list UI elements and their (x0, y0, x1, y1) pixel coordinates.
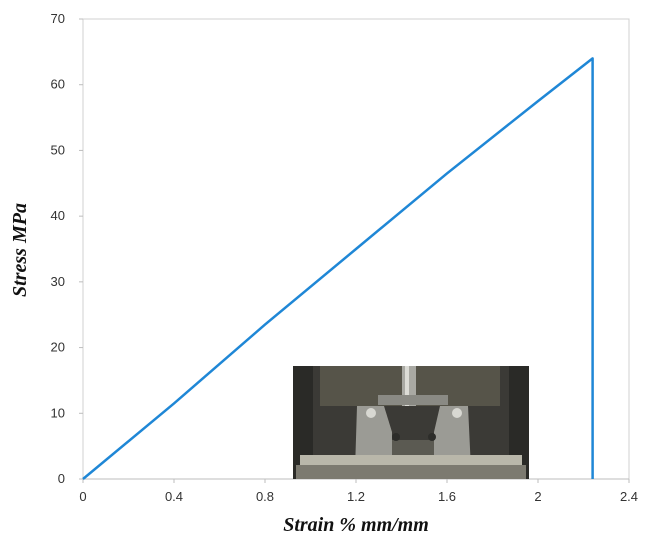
y-tick-label: 70 (51, 11, 65, 26)
x-tick-label: 1.6 (438, 489, 456, 504)
x-axis-ticks: 0 0.4 0.8 1.2 1.6 2 2.4 (79, 479, 638, 504)
x-tick-label: 1.2 (347, 489, 365, 504)
x-tick-label: 2.4 (620, 489, 638, 504)
x-tick-label: 2 (534, 489, 541, 504)
y-tick-label: 20 (51, 340, 65, 355)
y-tick-label: 50 (51, 142, 65, 157)
x-tick-label: 0.8 (256, 489, 274, 504)
data-points (82, 58, 593, 480)
y-tick-label: 60 (51, 77, 65, 92)
y-tick-label: 30 (51, 274, 65, 289)
y-tick-label: 0 (58, 471, 65, 486)
tensile-test-grip-photo (293, 366, 529, 479)
y-tick-label: 40 (51, 208, 65, 223)
y-axis-ticks: 0 10 20 30 40 50 60 70 (51, 11, 83, 486)
x-tick-label: 0.4 (165, 489, 183, 504)
series-line (82, 57, 594, 480)
x-axis-title: Strain % mm/mm (283, 514, 429, 536)
y-axis-title: Stress MPa (9, 203, 31, 297)
y-tick-label: 10 (51, 405, 65, 420)
x-tick-label: 0 (79, 489, 86, 504)
